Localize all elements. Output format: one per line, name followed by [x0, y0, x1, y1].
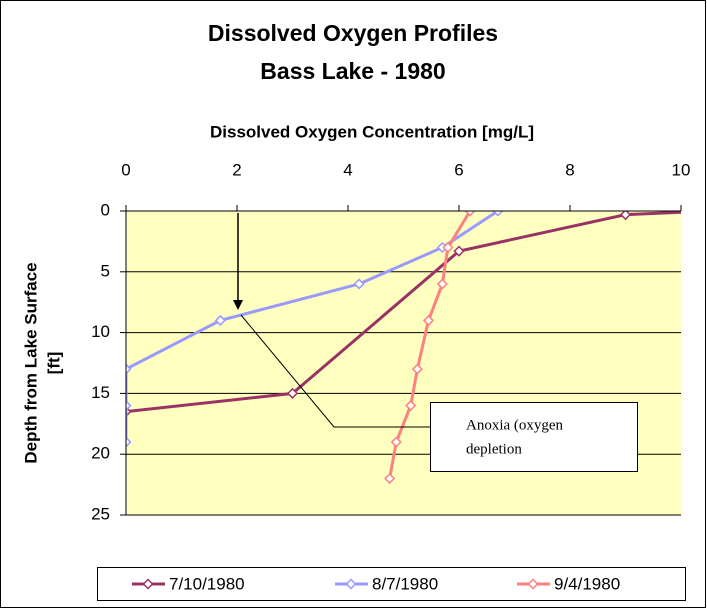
- data-point: [126, 399, 132, 412]
- x-tick-label: 6: [454, 160, 463, 179]
- x-tick-label: 0: [121, 160, 130, 179]
- y-axis-label: Depth from Lake Surface: [21, 262, 40, 463]
- legend-label: 8/7/1980: [372, 574, 438, 593]
- data-point: [405, 399, 417, 412]
- annotation-box: [430, 402, 638, 472]
- data-point: [453, 245, 465, 257]
- data-point: [126, 363, 132, 375]
- data-point: [214, 314, 226, 327]
- x-axis-label: Dissolved Oxygen Concentration [mg/L]: [210, 122, 534, 141]
- data-point: [442, 241, 454, 254]
- y-tick-label: 0: [101, 200, 110, 219]
- y-axis-label: [ft]: [44, 352, 63, 375]
- annotation-text: depletion: [466, 441, 522, 457]
- x-tick-label: 8: [565, 160, 574, 179]
- data-point: [464, 211, 476, 217]
- y-tick-label: 20: [91, 444, 110, 463]
- series-line: [388, 211, 472, 479]
- legend-marker: [142, 578, 154, 590]
- legend-marker: [527, 578, 539, 590]
- data-point: [492, 211, 504, 217]
- data-point: [619, 211, 632, 221]
- legend: [97, 567, 686, 601]
- y-tick-label: 10: [91, 322, 110, 341]
- y-tick-label: 15: [91, 383, 110, 402]
- chart-title: Bass Lake - 1980: [260, 58, 445, 84]
- data-point: [384, 472, 396, 485]
- chart-title: Dissolved Oxygen Profiles: [208, 20, 498, 46]
- data-point: [353, 278, 365, 290]
- y-tick-label: 25: [91, 504, 110, 523]
- data-point: [390, 436, 402, 448]
- x-tick-label: 2: [232, 160, 241, 179]
- data-point: [411, 363, 423, 375]
- y-tick-label: 5: [101, 261, 110, 280]
- annotation-connector: [240, 314, 430, 428]
- legend-label: 9/4/1980: [554, 574, 620, 593]
- legend-marker: [345, 578, 357, 590]
- legend-label: 7/10/1980: [169, 574, 245, 593]
- data-point: [286, 387, 299, 399]
- annotation-arrowhead: [233, 300, 243, 310]
- data-point: [436, 278, 448, 290]
- data-point: [422, 314, 435, 327]
- x-tick-label: 4: [343, 160, 352, 179]
- data-point: [126, 436, 132, 448]
- annotation-text: Anoxia (oxygen: [466, 417, 564, 433]
- x-tick-label: 10: [672, 160, 691, 179]
